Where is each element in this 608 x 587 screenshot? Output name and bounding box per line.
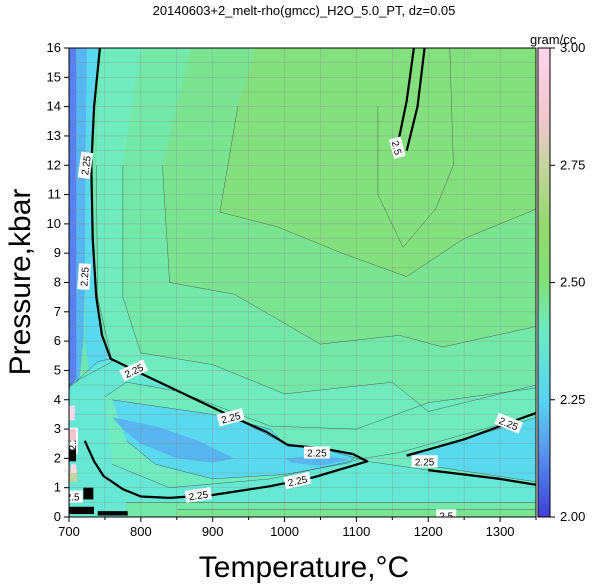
artifact-6 bbox=[97, 511, 128, 516]
contour-labels: 2.252.252.252.252.252.252.252.252.252.25… bbox=[66, 136, 524, 523]
y-tick-label: 3 bbox=[54, 421, 61, 436]
contour-label-5: 2.25 bbox=[411, 455, 438, 468]
contour-label-text: 2.25 bbox=[188, 490, 209, 504]
y-tick-label: 1 bbox=[54, 480, 61, 495]
thin-contour-4 bbox=[377, 48, 454, 248]
y-tick-label: 16 bbox=[47, 40, 61, 55]
contour-label-bg bbox=[69, 490, 83, 503]
x-tick-label: 1000 bbox=[270, 524, 299, 539]
contour-label-1: 2.25 bbox=[77, 263, 92, 290]
thin-contour-9 bbox=[126, 502, 536, 517]
x-tick-label: 1200 bbox=[414, 524, 443, 539]
thin-contour-3 bbox=[219, 48, 536, 277]
colorbar-tick-label: 2.00 bbox=[560, 509, 585, 524]
y-tick-label: 9 bbox=[54, 245, 61, 260]
contour-label-10: 2.5 bbox=[388, 136, 406, 159]
contour-label-bg bbox=[303, 446, 330, 459]
contour-label-bg bbox=[184, 487, 213, 503]
contour-label-text: 2.25 bbox=[287, 474, 309, 489]
contour-label-0: 2.25 bbox=[77, 151, 94, 180]
x-tick-label: 900 bbox=[202, 524, 224, 539]
corner-artifacts bbox=[69, 405, 128, 516]
region-3 bbox=[112, 417, 235, 463]
contour-label-8: 2.25 bbox=[283, 471, 312, 489]
colorbar-tick-label: 2.50 bbox=[560, 275, 585, 290]
chart-title: 20140603+2_melt-rho(gmcc)_H2O_5.0_PT, dz… bbox=[153, 3, 456, 18]
y-tick-label: 15 bbox=[47, 69, 61, 84]
low-density-regions bbox=[69, 48, 350, 466]
x-tick-label: 1300 bbox=[486, 524, 515, 539]
y-tick-label: 7 bbox=[54, 304, 61, 319]
density-band-4 bbox=[377, 48, 454, 248]
contour-label-text: 2.5 bbox=[389, 140, 403, 157]
x-axis-label: Temperature,°C bbox=[199, 551, 409, 584]
colorbar-tick-label: 2.75 bbox=[560, 157, 585, 172]
y-tick-label: 4 bbox=[54, 392, 61, 407]
contour-label-bg bbox=[411, 455, 438, 468]
contour-2.5-1 bbox=[405, 48, 426, 151]
thin-contour-1 bbox=[122, 48, 536, 412]
y-tick-label: 12 bbox=[47, 157, 61, 172]
contour-label-3: 2.25 bbox=[216, 408, 245, 427]
y-tick-label: 0 bbox=[54, 509, 61, 524]
plot-area: 2.252.252.252.252.252.252.252.252.252.25… bbox=[66, 48, 536, 523]
artifact-2 bbox=[69, 449, 76, 462]
colorbar bbox=[537, 47, 551, 518]
contour-label-text: 2.25 bbox=[79, 266, 91, 287]
contour-2.25-2 bbox=[428, 469, 536, 486]
contour-label-11: 2.5 bbox=[436, 509, 457, 523]
y-tick-label: 11 bbox=[48, 187, 62, 202]
y-tick-label: 14 bbox=[47, 99, 61, 114]
artifact-7 bbox=[71, 464, 77, 474]
x-tick-label: 700 bbox=[58, 524, 80, 539]
y-tick-label: 13 bbox=[47, 128, 61, 143]
contour-label-text: 2.25 bbox=[415, 457, 435, 468]
y-tick-label: 2 bbox=[54, 450, 61, 465]
region-1 bbox=[76, 48, 87, 386]
colorbar-unit: gram/cc bbox=[530, 32, 577, 47]
contour-label-bg bbox=[494, 412, 524, 434]
artifact-3 bbox=[69, 467, 77, 482]
contour-label-bg bbox=[77, 263, 91, 290]
artifact-0 bbox=[69, 405, 75, 421]
artifact-5 bbox=[83, 487, 94, 500]
contour-label-bg bbox=[77, 151, 94, 180]
artifact-4 bbox=[69, 506, 94, 515]
contour-label-bg bbox=[119, 359, 149, 382]
x-tick-label: 1100 bbox=[342, 524, 370, 539]
contour-label-text: 2.25 bbox=[307, 449, 327, 460]
y-tick-label: 6 bbox=[54, 333, 61, 348]
contour-label-bg bbox=[216, 408, 245, 427]
contour-label-12: 2.5 bbox=[66, 490, 83, 504]
colorbar-ticks: 2.00 2.25 2.50 2.75 3.00 bbox=[550, 40, 585, 524]
y-axis-label: Pressure,kbar bbox=[4, 189, 37, 376]
artifact-1 bbox=[69, 429, 76, 441]
x-tick-label: 800 bbox=[130, 524, 152, 539]
x-axis: 700 800 900 1000 1100 1200 1300 bbox=[58, 517, 537, 539]
contour-label-text: 2.25 bbox=[220, 411, 242, 427]
contour-label-4: 2.25 bbox=[303, 446, 330, 460]
colorbar-tick-label: 2.25 bbox=[560, 392, 585, 407]
contour-label-text: 2.5 bbox=[439, 512, 453, 523]
y-tick-label: 10 bbox=[47, 216, 61, 231]
density-band-8 bbox=[406, 417, 536, 482]
contour-label-text: 2.25 bbox=[80, 155, 94, 176]
contour-label-bg bbox=[388, 136, 406, 159]
thin-contour-2 bbox=[162, 48, 536, 348]
region-4 bbox=[284, 455, 350, 466]
region-2 bbox=[84, 48, 111, 371]
contour-label-bg bbox=[283, 471, 312, 489]
region-0 bbox=[69, 48, 78, 388]
y-tick-label: 8 bbox=[54, 275, 61, 290]
thin-contour-0 bbox=[69, 48, 536, 517]
contour-label-bg bbox=[436, 509, 457, 517]
colorbar-tick-label: 3.00 bbox=[560, 40, 585, 55]
y-tick-label: 5 bbox=[54, 362, 61, 377]
thin-contour-10 bbox=[176, 509, 536, 517]
contour-label-7: 2.25 bbox=[184, 487, 213, 504]
contour-label-text: 2.5 bbox=[66, 493, 80, 504]
